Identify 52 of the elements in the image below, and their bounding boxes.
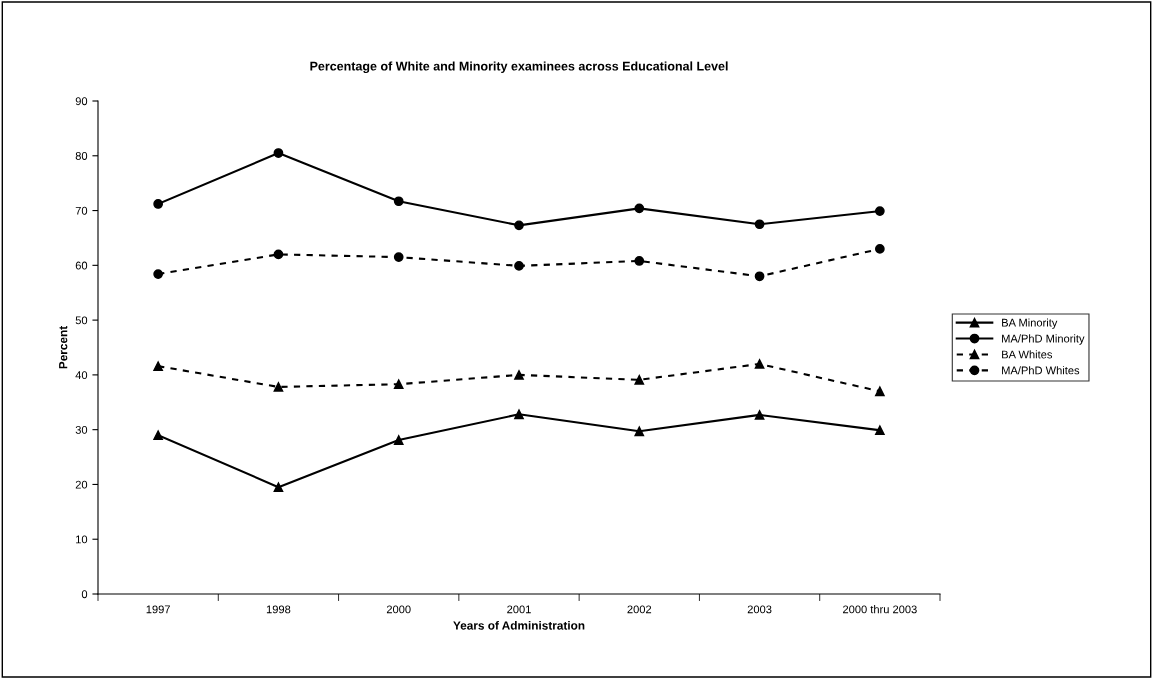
point [153,430,164,441]
y-tick-label: 80 [75,152,88,160]
point [273,382,284,392]
point [514,220,524,231]
chart-title: Percentage of White and Minority examinees across Educational Level [310,61,728,74]
point [754,410,765,420]
point [754,271,765,282]
legend-label: MA/PhD Whites [1002,366,1080,375]
point [514,409,524,420]
x-tick-label: 2001 [507,605,531,614]
x-axis-title: Years of Administration [453,621,585,630]
x-tick-label: 2000 [386,605,411,614]
point [514,261,524,271]
point [634,426,645,437]
point [393,379,404,390]
y-tick-label: 40 [75,371,88,380]
point [273,249,284,260]
y-tick-label: 60 [75,261,88,270]
point [634,256,645,266]
point [874,386,885,397]
x-tick-label: 1998 [266,605,291,614]
point [393,435,404,445]
point [153,199,164,209]
y-tick-label: 10 [76,535,88,544]
point [874,206,885,216]
x-tick-label: 2000 thru 2003 [843,605,917,614]
y-tick-label: 0 [81,590,88,599]
legend-label: BA Whites [1002,350,1053,359]
point [634,203,645,214]
y-tick-label: 50 [75,316,88,325]
point [153,361,164,371]
point [153,269,164,279]
y-tick-label: 70 [75,206,88,215]
point [634,374,645,385]
point [393,252,404,262]
point [754,219,765,230]
x-tick-label: 2002 [627,605,652,614]
x-tick-label: 2003 [747,605,772,614]
y-tick-label: 20 [75,480,88,489]
y-tick-label: 90 [75,97,88,106]
legend-label: BA Minority [1002,318,1058,329]
point [393,196,404,207]
x-tick-label: 1997 [146,605,170,614]
point [273,482,284,493]
point [874,244,885,254]
point [273,148,284,158]
point [754,359,765,369]
point [874,425,885,436]
y-tick-label: 30 [75,425,88,434]
point [514,370,524,380]
legend-label: MA/PhD Minority [1002,334,1085,345]
y-axis-title: Percent [59,325,68,369]
